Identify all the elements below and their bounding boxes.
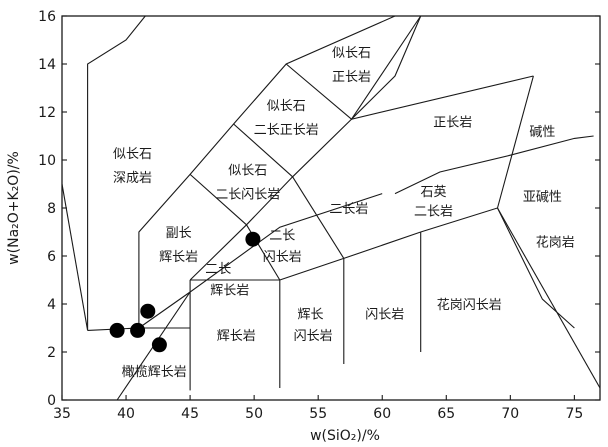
- data-point: [151, 337, 167, 353]
- data-point: [245, 231, 261, 247]
- field-label: 闪长岩: [263, 250, 302, 265]
- field-label: 似长石: [228, 164, 267, 179]
- field-boundary-line: [497, 207, 575, 329]
- field-label: 石英: [420, 185, 446, 200]
- y-tick-label: 14: [38, 57, 56, 73]
- y-tick-label: 12: [38, 105, 56, 121]
- x-tick-label: 50: [245, 406, 263, 422]
- y-tick-label: 2: [47, 345, 56, 361]
- data-points: [109, 231, 261, 353]
- field-label: 二长闪长岩: [215, 188, 280, 203]
- field-boundary-line: [138, 15, 396, 328]
- field-label: 辉长岩: [210, 284, 249, 299]
- y-tick-label: 8: [47, 201, 56, 217]
- data-point: [109, 322, 125, 338]
- y-tick-label: 6: [47, 249, 56, 265]
- field-boundary-line: [138, 291, 191, 329]
- x-tick-label: 65: [437, 406, 455, 422]
- field-label: 辉长岩: [217, 329, 256, 344]
- field-label: 辉长: [297, 308, 323, 323]
- field-boundary-line: [497, 207, 601, 389]
- field-boundary-line: [279, 75, 534, 388]
- field-boundary-line: [394, 135, 594, 195]
- field-label: 闪长岩: [365, 308, 404, 323]
- field-label: 二长: [205, 262, 231, 277]
- field-boundary-line: [351, 15, 422, 120]
- field-label: 亚碱性: [523, 190, 562, 205]
- y-tick-label: 16: [38, 9, 56, 25]
- y-axis: 0 2 4 6 8 10 12 14 16: [38, 9, 600, 409]
- y-axis-title: w(Na₂O+K₂O)/%: [6, 151, 22, 265]
- field-label: 似长石: [332, 46, 371, 61]
- data-point: [140, 303, 156, 319]
- field-label: 碱性: [529, 125, 555, 140]
- x-tick-label: 60: [373, 406, 391, 422]
- x-axis: 35 40 45 50 55 60 65 70 75: [53, 395, 583, 422]
- field-label: 二长岩: [329, 202, 368, 217]
- field-label: 橄榄辉长岩: [122, 364, 187, 380]
- field-label: 似长石: [267, 99, 306, 114]
- y-tick-label: 10: [38, 153, 56, 169]
- x-tick-label: 40: [117, 406, 135, 422]
- field-label: 副长: [166, 226, 192, 241]
- x-tick-label: 35: [53, 406, 71, 422]
- field-label: 正长岩: [332, 70, 371, 85]
- x-tick-label: 75: [565, 406, 583, 422]
- field-label: 二长岩: [414, 204, 453, 219]
- field-label: 二长: [269, 228, 295, 243]
- field-label: 闪长岩: [294, 329, 333, 344]
- x-tick-label: 45: [181, 406, 199, 422]
- field-label: 正长岩: [433, 116, 472, 131]
- field-boundary-line: [285, 15, 422, 121]
- x-tick-label: 55: [309, 406, 327, 422]
- field-label: 二长正长岩: [254, 123, 319, 138]
- field-boundary-line: [233, 123, 293, 178]
- field-label: 花岗岩: [536, 235, 575, 251]
- y-tick-label: 4: [47, 297, 56, 313]
- field-label: 花岗闪长岩: [437, 297, 502, 313]
- field-label: 辉长岩: [159, 250, 198, 265]
- field-boundary-line: [189, 223, 281, 281]
- x-tick-label: 70: [501, 406, 519, 422]
- y-tick-label: 0: [47, 393, 56, 409]
- field-boundary-line: [61, 183, 89, 331]
- field-label: 似长石: [113, 147, 152, 162]
- field-label: 深成岩: [113, 171, 152, 186]
- field-boundary-line: [87, 15, 146, 331]
- field-labels: 似长石深成岩似长石正长岩似长石二长正长岩似长石二长闪长岩正长岩碱性石英二长岩亚碱…: [113, 46, 575, 380]
- field-boundary-line: [292, 176, 345, 259]
- x-axis-title: w(SiO₂)/%: [310, 428, 380, 444]
- data-point: [130, 322, 146, 338]
